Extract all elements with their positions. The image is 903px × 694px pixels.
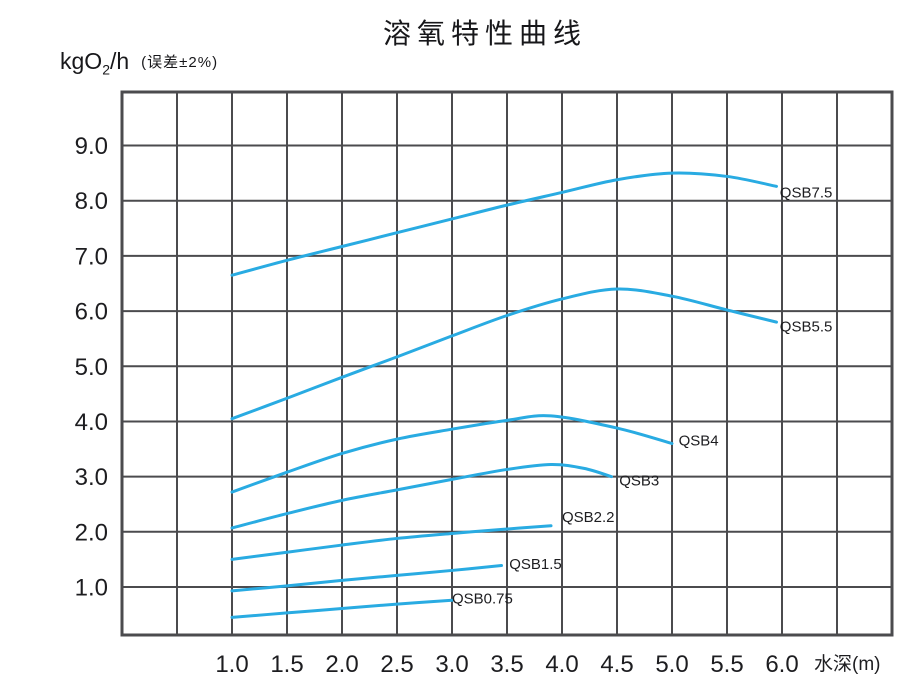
y-tick-label: 2.0	[75, 519, 108, 546]
error-note: (误差±2%)	[141, 54, 219, 71]
curve-label-QSB4: QSB4	[679, 433, 719, 450]
y-tick-label: 7.0	[75, 243, 108, 270]
curve-QSB2.2	[230, 524, 553, 561]
x-tick-label: 3.0	[435, 651, 468, 678]
curve-QSB4	[230, 414, 674, 494]
x-tick-label: 6.0	[765, 651, 798, 678]
plot-frame	[120, 90, 894, 637]
x-tick-label: 3.5	[490, 651, 523, 678]
curve-QSB5.5	[230, 287, 778, 421]
x-tick-label: 1.0	[215, 651, 248, 678]
curve-label-QSB1.5: QSB1.5	[509, 556, 562, 573]
y-tick-label: 3.0	[75, 464, 108, 491]
curve-label-QSB0.75: QSB0.75	[452, 591, 513, 608]
y-tick-label: 6.0	[75, 299, 108, 326]
y-unit-text: kgO2/h	[60, 48, 130, 78]
x-tick-label: 2.0	[325, 651, 358, 678]
curve-QSB7.5	[230, 171, 778, 277]
y-tick-label: 1.0	[75, 574, 108, 601]
curve-QSB0.75	[230, 598, 454, 619]
curve-label-QSB3: QSB3	[619, 472, 659, 489]
y-tick-label: 5.0	[75, 354, 108, 381]
x-tick-label: 1.5	[270, 651, 303, 678]
y-tick-label: 9.0	[75, 133, 108, 160]
x-tick-label: 5.5	[710, 651, 743, 678]
curve-label-QSB7.5: QSB7.5	[780, 184, 833, 201]
curve-QSB3	[230, 462, 613, 530]
x-tick-label: 2.5	[380, 651, 413, 678]
curve-label-QSB5.5: QSB5.5	[780, 318, 833, 335]
x-axis-title: 水深(m)	[814, 653, 880, 675]
curve-QSB1.5	[230, 563, 503, 593]
chart-title: 溶氧特性曲线	[382, 17, 587, 50]
x-tick-label: 5.0	[655, 651, 688, 678]
curve-label-QSB2.2: QSB2.2	[562, 509, 615, 526]
x-tick-label: 4.5	[600, 651, 633, 678]
y-tick-label: 4.0	[75, 409, 108, 436]
y-axis-unit-label: kgO2/h (误差±2%)	[60, 48, 218, 78]
x-tick-label: 4.0	[545, 651, 578, 678]
y-tick-label: 8.0	[75, 188, 108, 215]
